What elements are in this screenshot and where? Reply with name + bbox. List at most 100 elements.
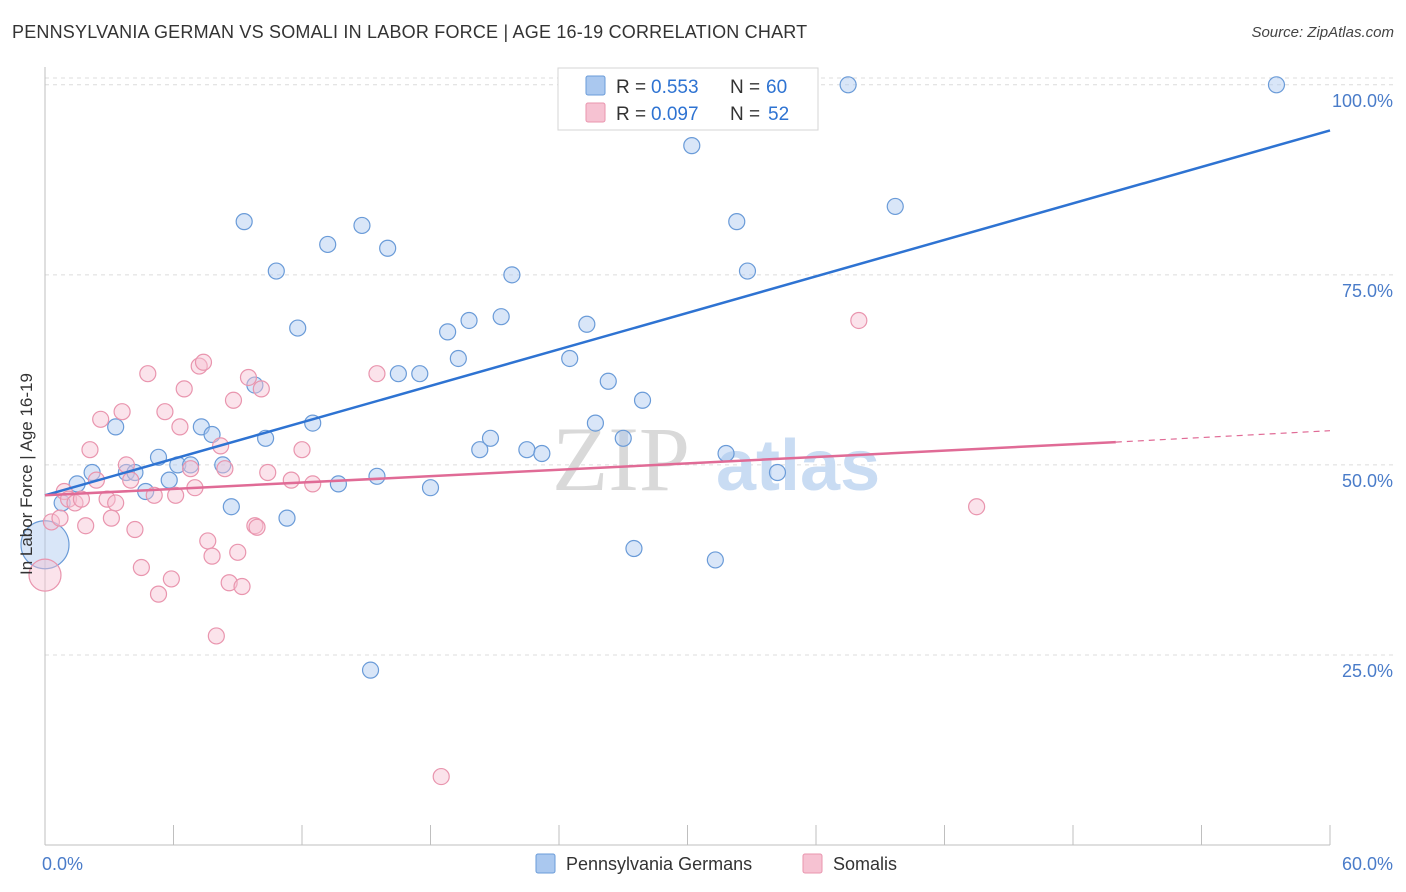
legend-n-value-1: 60 [766,77,787,98]
data-point-pink [259,463,277,482]
source-label: Source: ZipAtlas.com [1251,24,1394,41]
trend-line-pink-dashed [1115,430,1331,443]
data-point-blue [633,391,652,409]
data-point-pink [102,509,120,527]
data-point-blue [599,372,617,390]
data-point-blue [389,365,407,383]
data-point-pink [194,353,213,371]
data-point-blue [518,441,536,459]
data-point-pink [224,391,243,409]
data-point-blue [361,661,380,679]
data-point-blue [614,429,632,447]
data-point-pink [162,570,180,588]
data-point-blue [728,213,746,231]
data-point-blue [503,266,521,284]
watermark-zip: ZIP [552,408,690,510]
data-point-pink [113,403,131,421]
data-point-pink [42,513,61,531]
data-point-blue [353,216,371,235]
data-point-pink [122,471,140,489]
bottom-legend-label-2: Somalis [833,854,897,874]
data-point-pink [199,532,217,550]
data-point-blue [421,479,440,497]
data-point-blue [222,498,240,516]
data-point-pink [149,585,168,603]
data-point-blue [329,475,348,493]
data-point-blue [625,539,643,558]
data-point-blue [1267,76,1286,94]
gridlines [45,77,1393,656]
data-point-pink [139,365,157,383]
data-point-pink [92,410,110,428]
data-point-blue [683,137,701,155]
data-point-blue [717,444,735,463]
data-point-pink [28,558,62,592]
data-point-blue [768,463,787,482]
y-tick-label: 75.0% [1342,281,1393,301]
data-point-pink [293,441,311,459]
data-point-pink [248,518,266,536]
data-point-blue [471,441,489,459]
legend-r-label-2: R = [616,104,646,125]
data-point-blue [411,365,429,383]
data-point-pink [207,627,225,645]
bottom-legend-label-1: Pennsylvania Germans [566,854,752,874]
data-point-pink [203,547,221,565]
data-point-pink [220,574,238,592]
series-somalis [28,311,986,786]
data-point-pink [850,311,868,330]
data-point-blue [160,471,178,489]
watermark-atlas: atlas [716,426,880,506]
watermark: ZIP atlas [552,408,880,510]
data-point-blue [738,262,757,280]
data-point-pink [368,365,386,383]
bottom-legend-swatch-pink [802,853,823,874]
data-point-blue [289,319,307,337]
axes [44,67,1331,846]
data-point-pink [51,509,69,527]
data-point-pink [233,577,251,596]
trend-line-blue [44,129,1331,497]
series-pennsylvania-germans [20,76,1286,679]
data-point-blue [203,425,221,444]
data-point-blue [586,414,605,432]
data-point-blue [439,323,457,341]
data-point-pink [968,498,986,516]
data-point-blue [20,520,70,570]
legend-r-value-1: 0.553 [651,77,699,98]
data-point-pink [229,543,247,561]
legend-r-value-2: 0.097 [651,104,699,125]
data-point-pink [107,494,125,512]
data-point-blue [267,262,285,280]
legend-swatch-pink [585,102,606,123]
legend-r-label-1: R = [616,77,646,98]
data-point-blue [839,76,857,94]
bottom-legend-swatch-blue [535,853,556,874]
data-point-blue [449,349,467,368]
data-point-pink [132,558,150,577]
stats-legend: R = 0.553 N = 60 R = 0.097 N = 52 [557,67,819,131]
data-point-blue [533,444,551,463]
data-point-blue [561,349,579,368]
y-tick-label: 100.0% [1332,91,1393,111]
data-point-pink [252,380,270,398]
trend-line-pink [44,440,1116,497]
x-tick-label: 60.0% [1342,854,1393,874]
y-tick-label: 50.0% [1342,471,1393,491]
data-point-pink [126,520,144,539]
y-tick-label: 25.0% [1342,661,1393,681]
data-point-blue [492,308,510,326]
chart-title: PENNSYLVANIA GERMAN VS SOMALI IN LABOR F… [12,22,808,42]
y-axis-label: In Labor Force | Age 16-19 [17,373,36,575]
data-point-blue [460,311,478,330]
data-point-blue [578,315,596,333]
data-point-blue [278,509,296,527]
data-point-pink [175,380,193,398]
data-point-pink [432,767,450,786]
data-point-pink [167,486,185,504]
data-point-pink [182,460,200,478]
data-point-blue [235,213,253,231]
data-point-pink [72,490,91,508]
data-point-pink [216,460,234,478]
data-point-pink [282,471,300,489]
